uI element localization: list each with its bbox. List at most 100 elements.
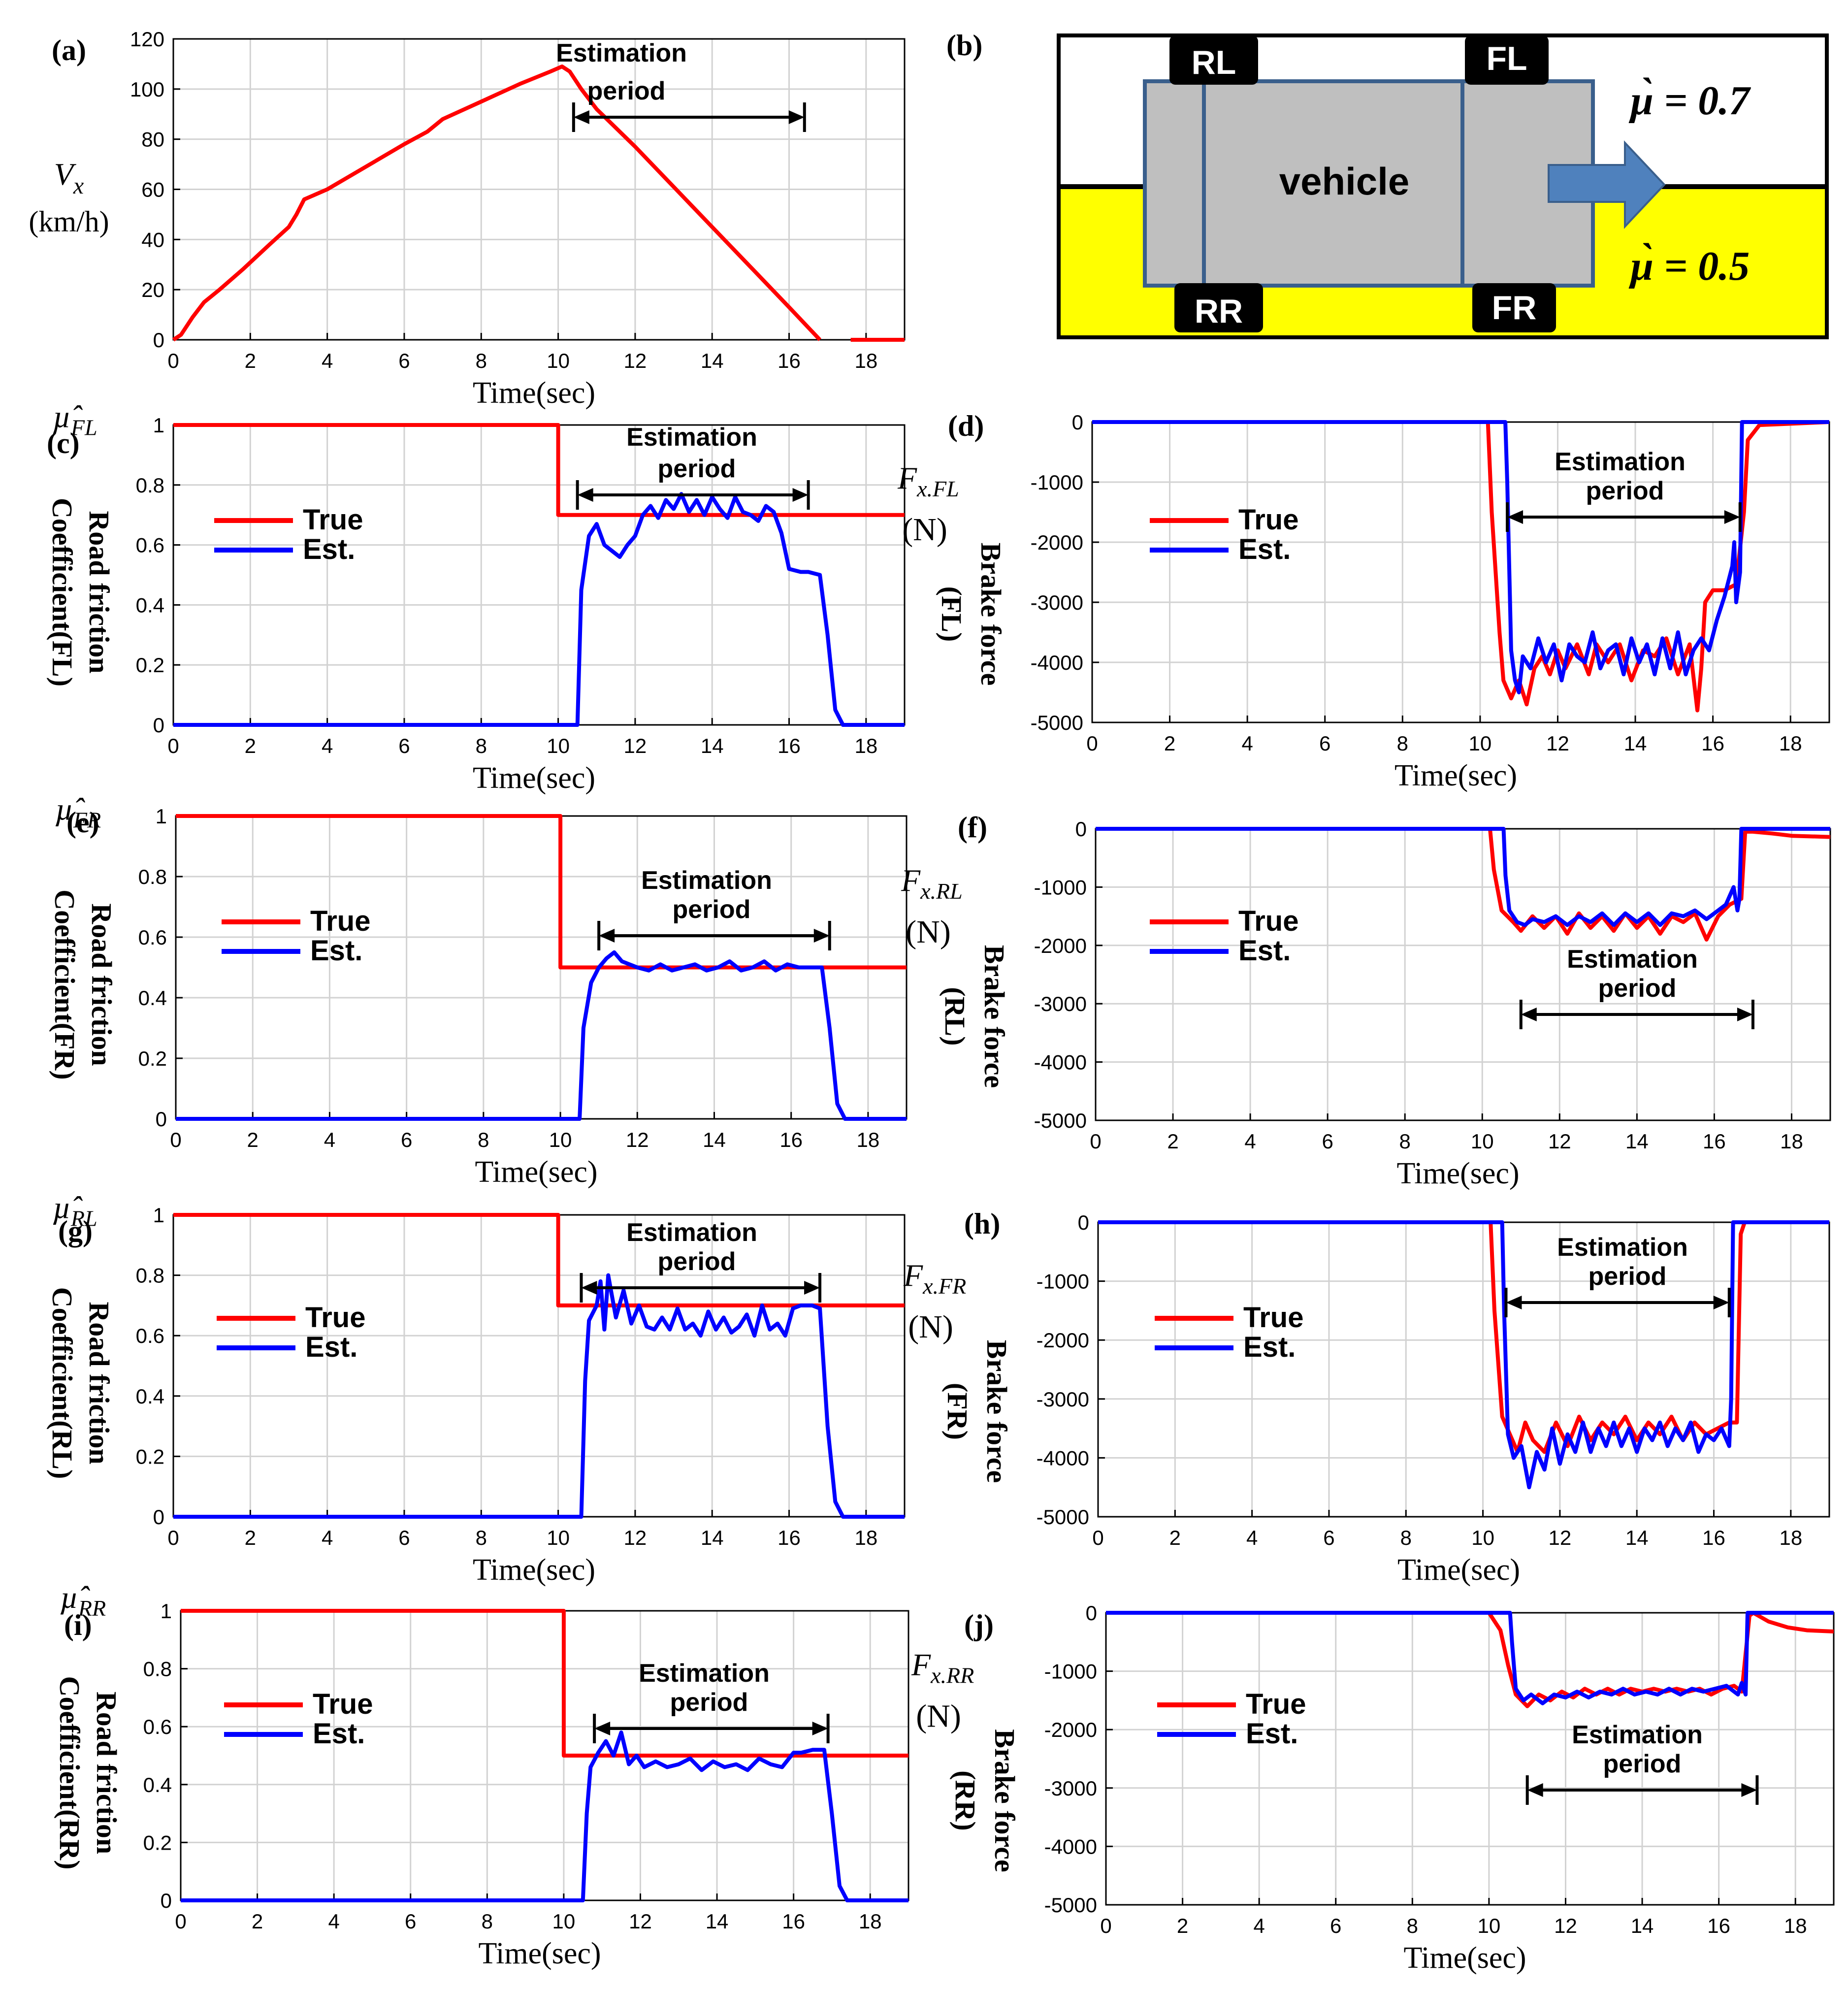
estimation-period-arrow (1519, 1000, 1754, 1029)
x-tick-label: 4 (1246, 1526, 1258, 1549)
x-tick-label: 2 (247, 1128, 259, 1151)
x-tick-label: 8 (1397, 732, 1408, 755)
estimation-period-arrow (1504, 1288, 1731, 1317)
estimation-label: Estimation (1557, 1233, 1688, 1262)
y-axis-label: Brake force (981, 1340, 1013, 1483)
x-tick-label: 16 (1702, 1526, 1725, 1549)
y-tick-label: 1 (161, 1599, 172, 1623)
y-tick-label: -3000 (1031, 591, 1083, 614)
y-tick-label: -5000 (1031, 711, 1083, 734)
chart-f: 0 2 4 6 8 10 12 14 16 18 0 -1000 -2000 -3000 -4000 -500… (901, 811, 1831, 1190)
y-tick-label: -3000 (1037, 1388, 1089, 1411)
chart-i: 0 2 4 6 8 10 12 14 16 18 0 0.2 0.4 0.6 0.8 1 Time(sec) (i… (54, 1580, 909, 1970)
y-tick-label: -2000 (1044, 1718, 1097, 1741)
x-tick-label: 8 (1407, 1914, 1418, 1937)
y-axis-label-sub: x (73, 173, 84, 199)
legend-label-true: True (310, 905, 371, 937)
y-axis-label-sub: (RR) (949, 1770, 981, 1830)
x-tick-label: 0 (167, 349, 179, 372)
y-tick-label: 0 (153, 1505, 164, 1529)
x-tick-label: 2 (252, 1910, 263, 1933)
x-tick-label: 0 (167, 734, 179, 757)
y-axis-unit: (km/h) (29, 205, 109, 238)
y-axis-label-sub: Coefficient(FR) (49, 889, 81, 1080)
panel-label: (g) (58, 1215, 93, 1247)
x-tick-label: 12 (626, 1128, 649, 1151)
x-tick-label: 14 (701, 349, 724, 372)
x-tick-label: 10 (1471, 1526, 1494, 1549)
x-tick-label: 12 (624, 1526, 647, 1549)
y-axis-symbol: Fx.RR (911, 1647, 974, 1688)
estimation-label-period: period (658, 455, 736, 483)
x-tick-label: 14 (701, 734, 724, 757)
y-tick-label: 0.8 (136, 474, 164, 497)
y-tick-label: -4000 (1044, 1835, 1097, 1858)
x-tick-label: 14 (703, 1128, 726, 1151)
y-axis-unit: (N) (908, 1309, 953, 1345)
estimation-label-period: period (670, 1688, 748, 1717)
chart-a: 0 2 4 6 8 10 12 14 16 18 0 20 40 60 80 100 120 Time(sec) (… (29, 28, 906, 410)
arrow-head-left-icon (1521, 1008, 1537, 1021)
legend-label-est: Est. (313, 1718, 365, 1750)
x-tick-label: 6 (1330, 1914, 1341, 1937)
series-line-est (1096, 827, 1830, 927)
x-tick-label: 0 (170, 1128, 181, 1151)
y-axis-symbol-sub: RL (70, 1206, 97, 1231)
legend-label-est: Est. (1238, 533, 1291, 565)
arrow-head-right-icon (804, 1281, 820, 1295)
y-tick-label: 0.8 (143, 1658, 172, 1681)
wheel-fl (1465, 35, 1549, 85)
legend-label-est: Est. (1238, 935, 1291, 967)
wheel-fl-label: FL (1486, 40, 1527, 77)
arrow-head-left-icon (599, 929, 615, 943)
y-tick-label: -4000 (1031, 651, 1083, 674)
y-tick-label: 0.8 (136, 1264, 164, 1287)
estimation-period-arrow (1525, 1775, 1759, 1805)
chart-g: 0 2 4 6 8 10 12 14 16 18 0 0.2 0.4 0.6 0.8 1 Time(sec) (g… (46, 1190, 906, 1587)
x-axis-label: Time(sec) (1397, 1553, 1520, 1587)
y-tick-label: 0.6 (136, 1324, 164, 1347)
y-axis-label: Road friction (86, 903, 118, 1066)
y-axis-label-sub: (RL) (939, 987, 971, 1045)
y-tick-label: 0 (153, 714, 164, 737)
estimation-period-arrow (576, 480, 810, 510)
x-tick-label: 6 (405, 1910, 416, 1933)
x-tick-label: 8 (1400, 1526, 1412, 1549)
x-tick-label: 16 (1707, 1914, 1730, 1937)
y-axis-label-sub: (FL) (936, 587, 968, 642)
estimation-label-period: period (1589, 1262, 1667, 1291)
vehicle-label: vehicle (1279, 160, 1410, 203)
y-axis-symbol-sub: x.FL (916, 476, 959, 501)
x-axis-label: Time(sec) (1396, 1157, 1519, 1190)
wheel-fr-label: FR (1492, 289, 1537, 326)
x-tick-label: 0 (1092, 1526, 1103, 1549)
legend-label-true: True (1243, 1302, 1304, 1334)
y-tick-label: -1000 (1044, 1660, 1097, 1683)
plot-area (1096, 829, 1830, 1120)
series-line-vx (172, 65, 822, 342)
y-tick-label: 0.4 (143, 1773, 172, 1796)
y-tick-label: 0 (1086, 1601, 1097, 1625)
legend-label-est: Est. (1243, 1331, 1296, 1363)
panel-label: (i) (64, 1609, 92, 1641)
y-axis-label: Road friction (83, 1302, 115, 1464)
estimation-label: Estimation (1567, 945, 1698, 974)
x-axis-label: Time(sec) (478, 1937, 601, 1970)
chart-c: 0 2 4 6 8 10 12 14 16 18 0 0.2 0.4 0.6 0.8 1 Time(sec) (c… (46, 399, 906, 795)
x-axis-label: Time(sec) (473, 376, 595, 410)
y-tick-label: -5000 (1034, 1109, 1087, 1132)
wheel-rr (1174, 283, 1263, 332)
series-line-true (1096, 827, 1831, 942)
y-tick-label: -4000 (1037, 1446, 1089, 1469)
x-tick-label: 14 (1625, 1526, 1649, 1549)
y-tick-label: 100 (130, 78, 164, 101)
legend-label-true: True (1238, 905, 1299, 937)
legend-label-true: True (303, 504, 363, 536)
x-axis-label: Time(sec) (475, 1155, 597, 1189)
x-tick-label: 8 (476, 734, 487, 757)
y-tick-label: 80 (141, 128, 164, 151)
y-axis-symbol-sub: x.FR (922, 1273, 966, 1299)
y-tick-label: 1 (156, 805, 167, 828)
arrow-head-left-icon (1506, 1296, 1522, 1309)
